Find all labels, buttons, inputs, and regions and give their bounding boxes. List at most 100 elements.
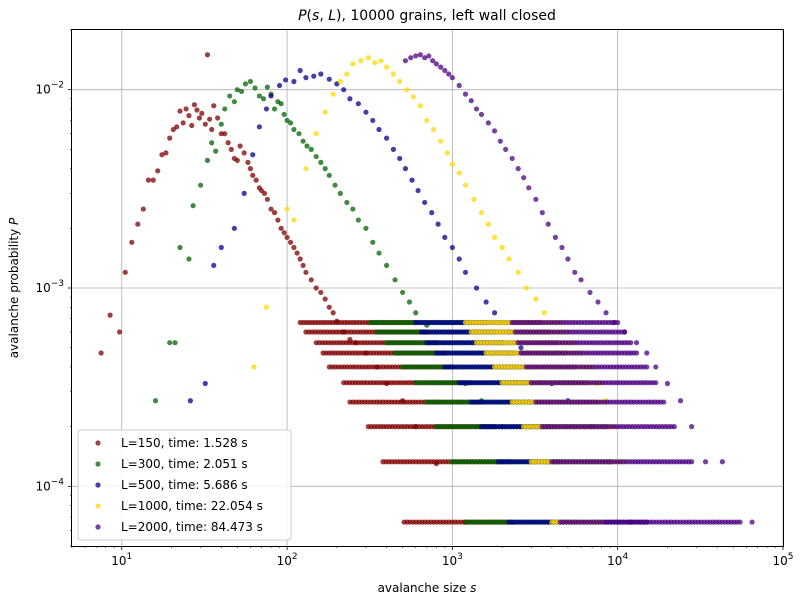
data-point bbox=[402, 166, 409, 172]
data-point bbox=[313, 131, 319, 137]
data-point bbox=[376, 126, 382, 133]
data-point bbox=[326, 172, 332, 178]
data-point bbox=[129, 239, 135, 245]
data-point bbox=[296, 131, 302, 137]
data-point bbox=[422, 55, 428, 61]
data-point bbox=[330, 310, 336, 316]
data-point bbox=[533, 196, 539, 202]
data-point bbox=[456, 82, 462, 89]
data-point bbox=[518, 345, 524, 351]
data-point bbox=[190, 203, 196, 209]
data-point bbox=[276, 82, 283, 89]
data-point bbox=[422, 199, 428, 206]
data-point bbox=[281, 111, 287, 118]
data-point bbox=[633, 340, 640, 346]
data-point bbox=[449, 75, 455, 81]
data-point bbox=[268, 93, 274, 99]
data-point bbox=[177, 244, 183, 251]
legend-marker bbox=[95, 524, 101, 530]
data-point bbox=[207, 116, 213, 122]
data-point bbox=[545, 221, 551, 227]
data-point bbox=[435, 221, 441, 227]
data-point bbox=[503, 146, 509, 152]
data-point bbox=[311, 73, 317, 79]
data-point bbox=[644, 364, 650, 370]
data-point bbox=[155, 168, 161, 174]
data-point bbox=[330, 91, 336, 97]
data-point bbox=[186, 113, 192, 119]
data-point bbox=[449, 161, 455, 168]
data-point bbox=[491, 310, 498, 316]
data-point bbox=[264, 196, 270, 202]
data-point bbox=[303, 75, 309, 81]
data-point bbox=[365, 55, 371, 61]
data-point bbox=[578, 277, 584, 283]
data-point bbox=[483, 299, 489, 305]
data-point bbox=[253, 177, 259, 183]
data-point bbox=[300, 262, 306, 269]
data-point bbox=[491, 128, 498, 134]
data-point bbox=[303, 269, 309, 275]
data-point bbox=[499, 244, 505, 251]
data-point bbox=[322, 166, 328, 172]
data-point bbox=[186, 256, 192, 262]
data-point bbox=[194, 107, 200, 113]
data-point bbox=[152, 398, 159, 404]
data-point bbox=[283, 77, 289, 83]
data-point bbox=[234, 87, 240, 93]
data-point bbox=[415, 187, 421, 194]
data-point bbox=[572, 269, 578, 275]
data-point bbox=[491, 234, 498, 240]
data-point bbox=[242, 81, 249, 87]
data-point bbox=[187, 398, 193, 404]
x-tick-label: 101 bbox=[111, 552, 132, 568]
legend-box bbox=[77, 429, 292, 541]
data-point bbox=[473, 285, 480, 291]
data-point bbox=[509, 155, 515, 162]
data-point bbox=[238, 88, 245, 95]
data-point bbox=[98, 350, 104, 356]
data-point bbox=[252, 85, 258, 91]
data-point bbox=[358, 58, 364, 64]
data-point bbox=[515, 269, 521, 275]
data-point bbox=[404, 87, 410, 93]
data-point bbox=[689, 459, 695, 465]
data-point bbox=[284, 234, 290, 240]
data-point bbox=[278, 101, 284, 107]
data-point bbox=[363, 225, 369, 231]
data-point bbox=[218, 121, 224, 127]
data-point bbox=[278, 225, 284, 231]
data-point bbox=[400, 289, 406, 296]
data-point bbox=[468, 98, 474, 104]
data-point bbox=[541, 310, 547, 316]
legend-label: L=150, time: 1.528 s bbox=[121, 436, 248, 450]
data-point bbox=[291, 217, 297, 223]
data-point bbox=[241, 190, 247, 196]
data-point bbox=[256, 93, 262, 99]
data-point bbox=[485, 221, 491, 227]
series-group bbox=[402, 52, 755, 525]
data-point bbox=[595, 299, 601, 305]
data-point bbox=[291, 244, 297, 251]
data-point bbox=[372, 59, 378, 66]
data-point bbox=[402, 58, 409, 64]
data-point bbox=[263, 304, 270, 310]
data-point bbox=[664, 380, 671, 387]
chart-title: P(s, L), 10000 grains, left wall closed bbox=[298, 8, 556, 24]
data-point bbox=[671, 424, 677, 430]
legend: L=150, time: 1.528 s L=300, time: 2.051 s… bbox=[77, 429, 292, 541]
data-point bbox=[281, 230, 287, 236]
data-point bbox=[383, 135, 390, 141]
data-point bbox=[284, 206, 290, 212]
data-point bbox=[390, 146, 397, 152]
data-point bbox=[135, 221, 141, 227]
data-point bbox=[202, 380, 208, 387]
data-point bbox=[116, 329, 123, 335]
data-point bbox=[409, 177, 415, 183]
data-point bbox=[271, 106, 278, 112]
data-point bbox=[539, 210, 545, 216]
y-tick-label: 10−2 bbox=[35, 81, 64, 97]
data-point bbox=[438, 64, 444, 70]
data-point bbox=[653, 364, 659, 370]
data-point bbox=[263, 106, 270, 112]
